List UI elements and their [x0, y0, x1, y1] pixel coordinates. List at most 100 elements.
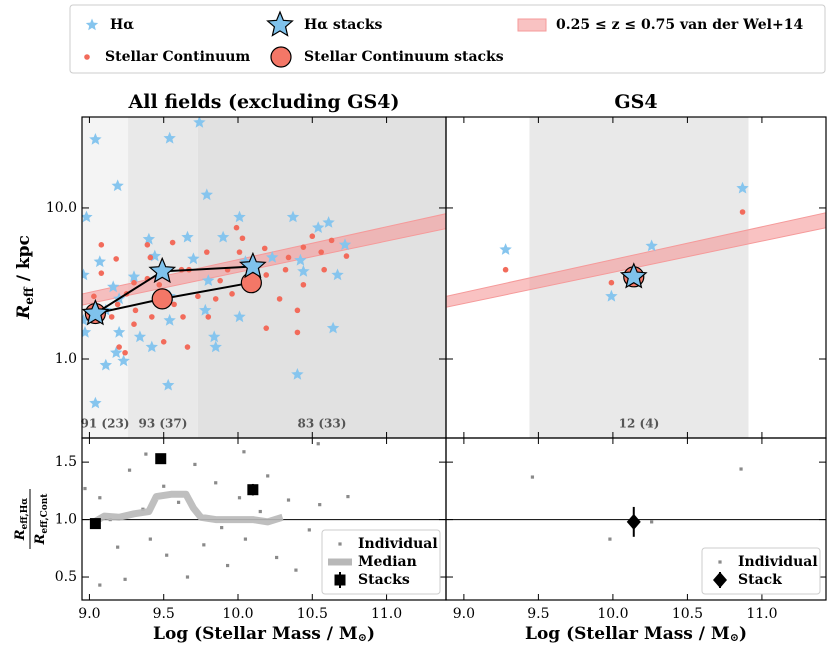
- square-marker: [193, 462, 197, 467]
- y-axis-label: Reff / kpc: [14, 235, 36, 320]
- y-tick-label: 1.5: [55, 454, 77, 470]
- star-marker: [291, 368, 304, 380]
- y-axis-label-part: eff,Hα: [20, 498, 30, 530]
- square-marker: [286, 498, 291, 502]
- legend-label: Individual: [358, 536, 438, 552]
- dot-marker: [116, 344, 122, 350]
- van-der-wel-band: [82, 213, 446, 306]
- x-axis-label-part: ⊙: [730, 631, 739, 644]
- legend-symbol: [713, 572, 727, 588]
- stack-star: [239, 251, 267, 279]
- legend-symbol: [334, 574, 346, 586]
- panel-title: GS4: [614, 91, 657, 113]
- x-tick-label: 10.5: [297, 606, 328, 622]
- square-marker: [346, 494, 350, 499]
- legend-frame: [69, 4, 826, 74]
- dot-marker: [328, 237, 335, 244]
- square-marker: [608, 537, 612, 541]
- plot-area: [446, 117, 826, 438]
- star-marker: [163, 131, 176, 144]
- x-tick-label: 11.0: [371, 606, 402, 622]
- y-tick-label: 0.5: [55, 569, 77, 585]
- star-marker: [133, 330, 147, 343]
- square-marker: [185, 575, 190, 579]
- y-axis-label-part: R: [33, 533, 48, 545]
- star-marker: [499, 243, 512, 255]
- square-marker: [98, 583, 102, 587]
- square-marker: [144, 452, 148, 456]
- region-count: 83 (33): [297, 417, 346, 431]
- square-marker: [202, 543, 206, 547]
- star-marker: [233, 310, 246, 323]
- dot-marker: [149, 314, 155, 320]
- dot-marker: [147, 254, 154, 261]
- legend: Individual Median Stacks: [321, 529, 441, 595]
- star-marker: [193, 117, 206, 128]
- legend-symbol: [266, 10, 294, 37]
- dot-marker: [321, 266, 327, 273]
- dot-marker: [98, 242, 105, 248]
- legend-symbol: [85, 18, 99, 31]
- star-marker: [331, 268, 344, 281]
- legend-label: Stacks: [358, 572, 410, 588]
- legend-label: Stellar Continuum stacks: [304, 49, 504, 65]
- dot-marker: [184, 344, 191, 350]
- legend-frame: [701, 547, 821, 595]
- square-marker: [294, 568, 298, 572]
- x-tick-label: 9.0: [78, 606, 100, 622]
- square-marker: [243, 537, 248, 541]
- y-tick-label: 10.0: [46, 200, 77, 216]
- star-marker: [89, 133, 102, 145]
- dot-marker: [91, 293, 97, 300]
- square-marker: [116, 545, 120, 549]
- legend-label: Stack: [738, 572, 782, 588]
- star-marker: [736, 181, 749, 194]
- square-marker: [176, 500, 181, 504]
- star-marker: [286, 210, 300, 223]
- dot-marker: [160, 338, 167, 345]
- dot-marker: [98, 270, 105, 276]
- star-marker: [312, 221, 325, 233]
- y-axis-label-part: R: [13, 529, 28, 541]
- star-marker: [110, 346, 123, 358]
- stack-circle: [151, 288, 173, 310]
- legend-label: Hα: [110, 17, 134, 33]
- star-marker: [107, 280, 120, 293]
- star-marker: [326, 321, 340, 334]
- legend: Hα Hα stacks 0.25 ≤ z ≤ 0.75 van der Wel…: [69, 4, 826, 74]
- dot-marker: [113, 256, 119, 262]
- square-marker: [226, 563, 230, 568]
- y-axis-label-part: R: [14, 305, 34, 320]
- van-der-wel-band: [446, 212, 826, 308]
- dot-marker: [236, 249, 243, 255]
- x-axis-label: Log (Stellar Mass / M⊙): [153, 624, 375, 645]
- star-marker: [117, 354, 130, 367]
- panel-title: All fields (excluding GS4): [128, 91, 400, 113]
- dot-marker: [300, 281, 307, 288]
- star-marker: [82, 325, 92, 338]
- star-marker: [217, 230, 230, 243]
- plot-area: [82, 117, 446, 438]
- star-marker: [99, 358, 112, 371]
- square-marker: [307, 528, 311, 532]
- square-marker: [127, 468, 132, 472]
- dot-marker: [171, 301, 177, 308]
- square-marker: [318, 503, 322, 507]
- x-tick-label: 9.5: [527, 606, 549, 622]
- mass-region: [82, 117, 129, 438]
- square-marker: [162, 484, 166, 488]
- y-axis-label-part: eff: [22, 286, 36, 305]
- stack-square: [155, 453, 167, 465]
- stack-star: [82, 298, 110, 326]
- dot-marker: [114, 301, 121, 308]
- dot-marker: [169, 239, 176, 246]
- stack-star: [148, 256, 177, 284]
- dot-marker: [309, 233, 316, 240]
- x-tick-label: 10.0: [597, 606, 628, 622]
- legend-symbol: [270, 46, 292, 68]
- star-marker: [82, 313, 90, 326]
- stack-square: [247, 484, 259, 496]
- square-marker: [237, 496, 242, 500]
- dot-marker: [282, 266, 289, 273]
- square-marker: [650, 520, 654, 524]
